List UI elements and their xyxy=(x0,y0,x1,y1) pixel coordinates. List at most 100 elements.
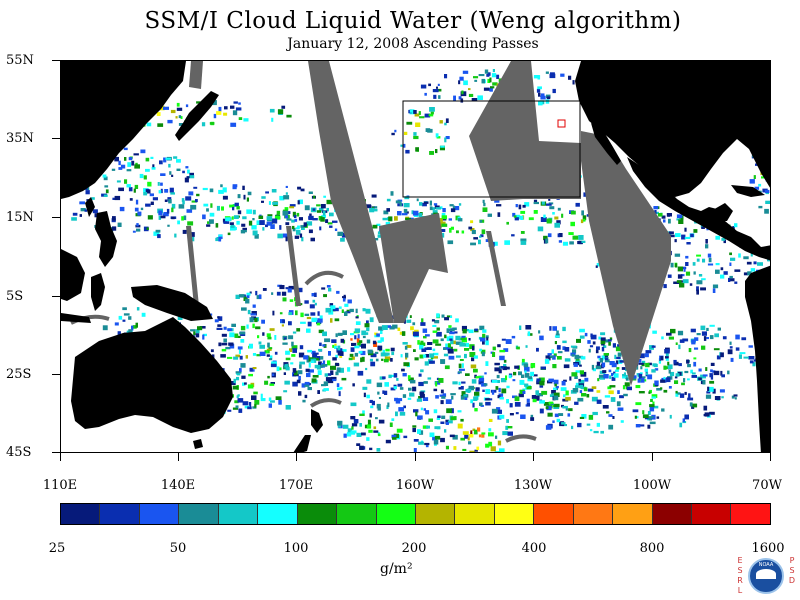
cloud-pixel xyxy=(523,363,529,368)
cloud-pixel xyxy=(325,307,331,313)
cloud-pixel xyxy=(280,319,285,323)
cloud-pixel xyxy=(432,348,436,352)
cloud-pixel xyxy=(306,372,311,378)
cloud-pixel xyxy=(299,361,305,365)
cloud-pixel xyxy=(378,419,385,424)
cloud-pixel xyxy=(604,357,609,361)
south-america-landmass xyxy=(745,265,770,452)
cloud-pixel xyxy=(233,101,238,104)
cloud-pixel xyxy=(449,228,452,233)
lat-tick xyxy=(52,296,60,297)
cloud-pixel xyxy=(653,206,659,210)
cloud-pixel xyxy=(526,398,530,403)
cloud-pixel xyxy=(601,346,605,352)
cloud-pixel xyxy=(705,244,709,249)
cloud-pixel xyxy=(282,319,285,324)
cloud-pixel xyxy=(615,356,621,360)
cloud-pixel xyxy=(753,261,757,265)
cloud-pixel xyxy=(275,396,282,400)
cloud-pixel xyxy=(233,378,236,384)
cloud-pixel xyxy=(387,402,390,408)
cloud-pixel xyxy=(197,326,203,331)
cloud-pixel xyxy=(541,201,545,205)
cloud-pixel xyxy=(392,324,398,329)
cloud-pixel xyxy=(651,369,656,373)
cloud-pixel xyxy=(129,198,133,201)
cloud-pixel xyxy=(641,376,646,379)
cloud-pixel xyxy=(670,328,676,334)
cloud-pixel xyxy=(404,131,408,135)
cloud-pixel xyxy=(271,218,278,224)
cloud-pixel xyxy=(614,369,619,372)
cloud-pixel xyxy=(532,398,537,403)
cloud-pixel xyxy=(464,348,470,351)
cloud-pixel xyxy=(470,430,473,435)
cloud-pixel xyxy=(458,96,462,100)
missing-swath xyxy=(308,61,394,323)
cloud-pixel xyxy=(445,343,448,348)
missing-swath xyxy=(486,231,506,306)
cloud-pixel xyxy=(260,393,263,399)
cloud-pixel xyxy=(281,324,284,327)
cloud-pixel xyxy=(729,252,732,256)
cloud-pixel xyxy=(702,379,706,385)
cloud-pixel xyxy=(471,357,475,362)
cloud-pixel xyxy=(442,393,447,397)
cloud-pixel xyxy=(473,396,478,401)
cloud-pixel xyxy=(552,88,556,94)
cloud-pixel xyxy=(195,199,198,203)
cloud-pixel xyxy=(572,80,575,85)
cloud-pixel xyxy=(669,234,675,238)
cloud-pixel xyxy=(469,352,476,357)
cloud-pixel xyxy=(209,122,215,125)
cloud-pixel xyxy=(335,371,339,376)
cloud-pixel xyxy=(243,118,249,122)
cloud-pixel xyxy=(440,145,445,148)
cloud-pixel xyxy=(307,321,312,327)
cloud-pixel xyxy=(160,188,163,194)
cloud-pixel xyxy=(642,410,645,415)
cloud-pixel xyxy=(514,402,521,407)
cloud-pixel xyxy=(288,285,295,290)
cloud-pixel xyxy=(583,218,586,222)
cloud-pixel xyxy=(268,358,273,361)
cloud-pixel xyxy=(455,341,462,345)
cloud-pixel xyxy=(520,215,524,220)
cloud-pixel xyxy=(268,347,273,350)
cloud-pixel xyxy=(547,412,553,417)
cloud-pixel xyxy=(498,366,502,370)
cloud-pixel xyxy=(488,432,494,437)
cloud-pixel xyxy=(427,377,432,380)
cloud-pixel xyxy=(254,318,258,323)
cloud-pixel xyxy=(436,331,442,337)
cloud-pixel xyxy=(304,205,310,211)
cloud-pixel xyxy=(450,339,454,345)
cloud-pixel xyxy=(758,205,763,209)
cloud-pixel xyxy=(297,287,303,293)
cloud-pixel xyxy=(487,213,492,217)
cloud-pixel xyxy=(432,330,438,333)
cloud-pixel xyxy=(574,354,580,360)
cloud-pixel xyxy=(487,72,491,76)
cloud-pixel xyxy=(223,326,227,330)
missing-swath xyxy=(189,61,203,89)
cloud-pixel xyxy=(284,337,287,340)
cloud-pixel xyxy=(728,278,735,282)
cloud-pixel xyxy=(308,191,313,194)
cloud-pixel xyxy=(266,354,270,357)
cloud-pixel xyxy=(394,397,398,402)
cloud-pixel xyxy=(362,335,366,339)
cloud-pixel xyxy=(210,203,213,208)
cloud-pixel xyxy=(494,367,500,372)
cloud-pixel xyxy=(427,128,433,133)
cloud-pixel xyxy=(384,390,388,395)
cloud-pixel xyxy=(377,407,381,411)
cloud-pixel xyxy=(132,325,137,329)
cloud-pixel xyxy=(492,69,495,73)
cloud-pixel xyxy=(328,311,334,315)
cloud-pixel xyxy=(490,446,496,452)
cloud-pixel xyxy=(285,287,289,290)
cloud-pixel xyxy=(140,149,146,154)
cloud-pixel xyxy=(264,380,269,385)
